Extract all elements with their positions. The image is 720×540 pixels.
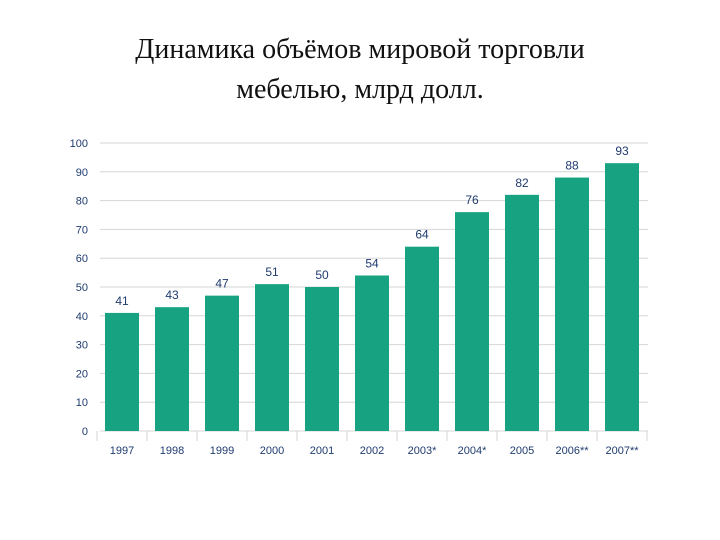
data-label: 41 — [115, 294, 129, 308]
data-label: 93 — [615, 144, 629, 158]
bar — [555, 177, 589, 431]
chart-title: Динамика объёмов мировой торговли мебель… — [0, 30, 720, 110]
bar — [255, 284, 289, 431]
y-tick-label: 100 — [70, 138, 88, 150]
chart-title-line-1: Динамика объёмов мировой торговли — [135, 34, 585, 65]
x-tick-label: 2001 — [310, 445, 334, 457]
data-label: 51 — [265, 265, 279, 279]
x-tick-label: 2006** — [555, 445, 589, 457]
bar — [505, 194, 539, 431]
y-tick-label: 50 — [76, 282, 88, 294]
x-tick-label: 1999 — [210, 445, 234, 457]
data-label: 64 — [415, 228, 429, 242]
y-tick-label: 20 — [76, 368, 88, 380]
data-label: 43 — [165, 288, 179, 302]
x-tick-label: 2004* — [458, 445, 487, 457]
bar — [355, 275, 389, 431]
x-tick-label: 1997 — [110, 445, 134, 457]
x-tick-label: 2007** — [605, 445, 639, 457]
data-label: 47 — [215, 277, 229, 291]
x-tick-label: 2005 — [510, 445, 534, 457]
x-tick-label: 2003* — [408, 445, 437, 457]
bar — [205, 295, 239, 431]
data-label: 88 — [565, 159, 579, 173]
data-label: 76 — [465, 193, 479, 207]
bar — [305, 287, 339, 431]
y-tick-label: 30 — [76, 340, 88, 352]
data-label: 50 — [315, 268, 329, 282]
x-tick-label: 2000 — [260, 445, 284, 457]
bar — [605, 163, 639, 431]
bar — [455, 212, 489, 431]
bar — [405, 246, 439, 431]
x-tick-label: 1998 — [160, 445, 184, 457]
y-tick-label: 60 — [76, 253, 88, 265]
y-tick-label: 0 — [82, 426, 88, 438]
y-tick-label: 40 — [76, 311, 88, 323]
y-tick-label: 90 — [76, 167, 88, 179]
bar — [105, 312, 139, 431]
y-tick-label: 70 — [76, 224, 88, 236]
chart-title-line-2: мебелью, млрд долл. — [236, 74, 484, 105]
data-label: 82 — [515, 176, 529, 190]
data-label: 54 — [365, 256, 379, 270]
y-tick-label: 10 — [76, 397, 88, 409]
y-tick-label: 80 — [76, 196, 88, 208]
x-tick-label: 2002 — [360, 445, 384, 457]
bar — [155, 307, 189, 431]
